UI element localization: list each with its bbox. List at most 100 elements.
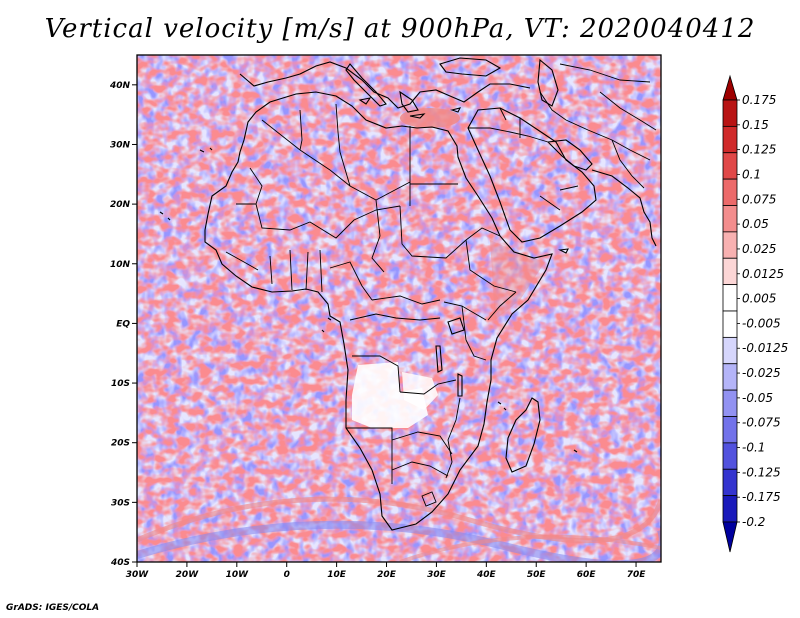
lon-tick-label: 30W: [126, 570, 150, 580]
border-middle-east: [468, 107, 579, 211]
plot-area: [137, 55, 661, 562]
lat-tick-label: 30S: [111, 498, 130, 508]
border-west-africa: [225, 249, 323, 293]
europe-coastline: [239, 61, 531, 109]
colorbar-segment: [722, 205, 738, 233]
lon-tick-label: 30E: [427, 570, 447, 580]
lat-tick-label: 10S: [111, 379, 130, 389]
border-east-africa: [443, 301, 487, 361]
colorbar: 0.175 0.15 0.125 0.1 0.075 0.05 0.025 0.0125 0.0…: [722, 74, 788, 553]
crete: [409, 113, 426, 119]
colorbar-label: -0.125: [742, 465, 781, 479]
border-mozambique: [445, 397, 461, 479]
colorbar-segment: [722, 152, 738, 180]
colorbar-max-arrow: [722, 74, 738, 101]
lat-tick-label: 40N: [109, 81, 131, 91]
horn-of-africa-ascent: [490, 240, 545, 320]
border-n-africa-3: [335, 103, 351, 187]
border-drc-1: [349, 313, 441, 321]
lake-victoria: [447, 317, 465, 335]
lat-tick-label: 20N: [110, 200, 131, 210]
border-drc-2: [352, 355, 401, 393]
lon-tick-label: 20E: [377, 570, 397, 580]
greece-coastline: [399, 90, 419, 113]
comoros: [497, 401, 507, 411]
colorbar-label: 0.15: [742, 118, 769, 132]
border-iran: [539, 91, 651, 161]
colorbar-segment: [722, 257, 738, 286]
persian-gulf-coastline: [546, 139, 593, 171]
lat-tick-label: EQ: [116, 319, 130, 329]
colorbar-label: -0.075: [742, 416, 781, 430]
border-ethiopia: [465, 227, 517, 293]
colorbar-segment: [722, 125, 738, 154]
cape-verde-islands: [159, 211, 171, 221]
border-south-africa: [391, 461, 449, 477]
colorbar-label: -0.2: [742, 515, 765, 529]
canary-islands: [199, 147, 213, 153]
colorbar-segment: [722, 468, 738, 497]
lon-tick-label: 70E: [627, 570, 647, 580]
lon-tick-label: 0: [284, 570, 290, 580]
border-n-africa-1: [261, 119, 411, 201]
colorbar-min-arrow: [722, 521, 738, 553]
colorbar-label: 0.125: [742, 143, 776, 157]
colorbar-segment: [722, 389, 738, 417]
border-zambia: [399, 379, 457, 395]
colorbar-segment: [722, 442, 738, 470]
map-title: Vertical velocity [m/s] at 900hPa, VT: 2…: [44, 14, 756, 44]
lon-tick-label: 50E: [527, 570, 547, 580]
italy-coastline: [345, 63, 387, 107]
colorbar-segment: [722, 284, 738, 312]
calm-region-southern-africa: [352, 362, 428, 428]
coastlines: [159, 57, 657, 531]
border-sudan: [399, 205, 467, 259]
lat-tick-label: 10N: [110, 260, 131, 270]
southern-ocean-band: [137, 496, 661, 544]
border-southern-2: [391, 431, 453, 455]
border-car: [371, 295, 441, 305]
border-sahel-1: [236, 203, 401, 239]
grads-credit: GrADS: IGES/COLA: [6, 603, 100, 613]
southern-ocean-band-2: [137, 520, 661, 562]
map-axes: 40N 30N 20N 10N EQ 10S 20S 30S 40S 30W 20W 10W 0 10E 2…: [109, 81, 646, 580]
socotra: [558, 248, 569, 254]
lake-tanganyika: [435, 345, 443, 373]
bioko: [327, 317, 332, 321]
lon-tick-label: 60E: [577, 570, 597, 580]
colorbar-label: -0.1: [742, 441, 765, 455]
colorbar-segment: [722, 363, 738, 391]
lat-tick-label: 20S: [111, 439, 130, 449]
border-somalia: [487, 291, 517, 321]
lon-tick-label: 10E: [327, 570, 347, 580]
sao-tome: [321, 329, 325, 333]
border-central-asia: [559, 63, 657, 131]
colorbar-segment: [722, 495, 738, 523]
country-borders: [225, 63, 657, 507]
lon-tick-label: 10W: [226, 570, 250, 580]
lake-malawi: [457, 373, 463, 397]
border-lesotho: [421, 491, 437, 507]
colorbar-segment: [722, 178, 738, 206]
africa-coastline: [204, 91, 553, 531]
caspian-coastline: [537, 58, 559, 107]
colorbar-segment: [722, 310, 738, 338]
lon-tick-label: 20W: [176, 570, 200, 580]
border-n-africa-2: [299, 109, 303, 151]
colorbar-label: -0.175: [742, 490, 781, 504]
colorbar-segment: [722, 416, 738, 444]
southern-ocean-band-3: [399, 534, 661, 562]
plot-frame: [136, 54, 662, 563]
colorbar-segment: [722, 99, 738, 127]
lat-tick-label: 40S: [110, 558, 130, 568]
border-nigeria-cameroon: [329, 261, 373, 301]
calm-region-zambia: [402, 372, 438, 410]
border-chad: [371, 199, 385, 273]
colorbar-label: 0.1: [742, 167, 761, 181]
colorbar-label: 0.175: [742, 93, 776, 107]
border-southern-1: [346, 427, 393, 484]
colorbar-segment: [722, 231, 738, 259]
velocity-field-texture: [137, 55, 661, 562]
mediterranean-ascent-core: [400, 108, 460, 128]
